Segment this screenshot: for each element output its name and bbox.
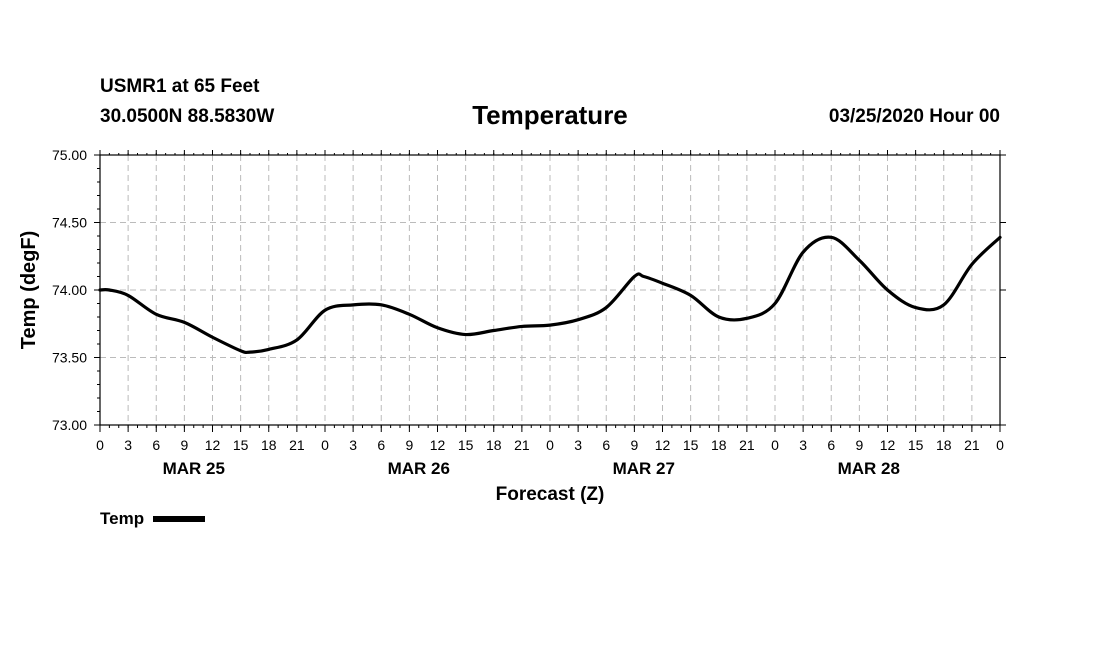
x-tick-label: 12 [880, 437, 896, 453]
x-tick-label: 9 [630, 437, 638, 453]
x-tick-label: 0 [996, 437, 1004, 453]
forecast-datetime: 03/25/2020 Hour 00 [828, 106, 1000, 127]
x-tick-label: 18 [261, 437, 277, 453]
chart-title: Temperature [472, 100, 628, 130]
series-line-temp [98, 235, 1002, 355]
x-tick-label: 6 [827, 437, 835, 453]
x-tick-label: 15 [908, 437, 924, 453]
x-tick-label: 3 [124, 437, 132, 453]
x-tick-label: 18 [711, 437, 727, 453]
day-label: MAR 25 [163, 459, 225, 478]
x-tick-label: 9 [180, 437, 188, 453]
x-tick-label: 3 [799, 437, 807, 453]
y-tick-label: 75.00 [52, 147, 87, 163]
x-tick-label: 18 [936, 437, 952, 453]
station-label: USMR1 at 65 Feet [100, 76, 260, 97]
x-tick-label: 6 [602, 437, 610, 453]
x-tick-label: 21 [514, 437, 530, 453]
x-tick-label: 0 [546, 437, 554, 453]
x-tick-label: 0 [771, 437, 779, 453]
x-tick-label: 3 [349, 437, 357, 453]
x-tick-label: 21 [289, 437, 305, 453]
y-tick-label: 74.00 [52, 282, 87, 298]
legend: Temp [100, 509, 206, 529]
x-tick-label: 12 [430, 437, 446, 453]
x-tick-label: 9 [405, 437, 413, 453]
x-tick-label: 6 [377, 437, 385, 453]
y-tick-label: 73.50 [52, 350, 87, 366]
day-label: MAR 26 [388, 459, 450, 478]
x-tick-label: 3 [574, 437, 582, 453]
coordinates-label: 30.0500N 88.5830W [100, 106, 275, 127]
x-tick-label: 15 [458, 437, 474, 453]
x-tick-label: 15 [683, 437, 699, 453]
legend-label: Temp [100, 509, 145, 528]
x-tick-label: 0 [96, 437, 104, 453]
day-label: MAR 28 [838, 459, 900, 478]
x-tick-label: 21 [964, 437, 980, 453]
x-tick-label: 21 [739, 437, 755, 453]
x-tick-label: 12 [655, 437, 671, 453]
y-tick-label: 73.00 [52, 417, 87, 433]
x-tick-label: 9 [855, 437, 863, 453]
day-label: MAR 27 [613, 459, 675, 478]
x-tick-label: 15 [233, 437, 249, 453]
y-tick-label: 74.50 [52, 215, 87, 231]
y-axis-title: Temp (degF) [18, 231, 40, 350]
x-tick-label: 18 [486, 437, 502, 453]
x-tick-label: 6 [152, 437, 160, 453]
x-tick-label: 0 [321, 437, 329, 453]
x-axis-title: Forecast (Z) [496, 484, 605, 505]
legend-swatch [153, 516, 206, 522]
x-tick-label: 12 [205, 437, 221, 453]
